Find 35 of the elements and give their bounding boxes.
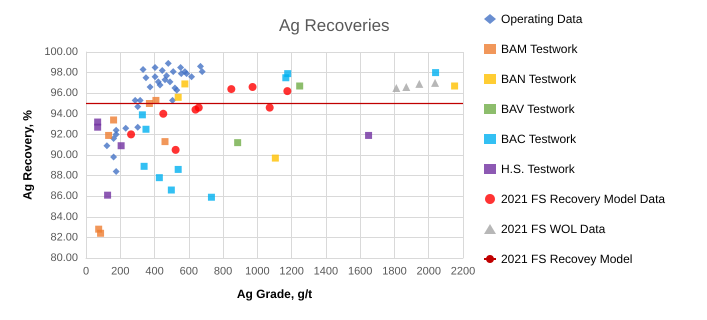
x-tick-label: 600 xyxy=(180,266,198,278)
x-tick-label: 2000 xyxy=(416,266,441,278)
y-tick-label: 100.00 xyxy=(44,46,78,58)
x-tick-label: 1800 xyxy=(382,266,407,278)
x-tick-label: 400 xyxy=(145,266,164,278)
x-axis-title: Ag Grade, g/t xyxy=(236,287,312,301)
x-tick-label: 200 xyxy=(111,266,130,278)
y-tick-label: 90.00 xyxy=(50,149,78,161)
y-tick-label: 96.00 xyxy=(50,87,78,100)
chart-title: Ag Recoveries xyxy=(279,16,390,35)
y-tick-label: 88.00 xyxy=(50,170,78,182)
y-axis-title: Ag Recovery, % xyxy=(20,110,34,200)
x-tick-label: 1200 xyxy=(279,266,304,278)
y-tick-label: 80.00 xyxy=(50,252,78,264)
legend-label: BAV Testwork xyxy=(501,102,576,116)
y-tick-label: 92.00 xyxy=(50,128,78,140)
x-tick-label: 2200 xyxy=(450,266,476,278)
x-tick-label: 1000 xyxy=(245,266,270,278)
y-tick-label: 86.00 xyxy=(50,190,78,202)
legend-label: 2021 FS WOL Data xyxy=(501,222,606,236)
x-tick-label: 0 xyxy=(82,266,90,278)
legend-label: H.S. Testwork xyxy=(501,162,576,176)
legend-label: BAN Testwork xyxy=(501,72,578,86)
x-tick-label: 1600 xyxy=(348,266,372,278)
x-tick-label: 800 xyxy=(214,266,232,278)
y-tick-label: 84.00 xyxy=(50,210,78,223)
legend-label: 2021 FS Recovery Model Data xyxy=(501,192,666,206)
legend-label: Operating Data xyxy=(501,12,583,26)
legend-label: BAC Testwork xyxy=(501,132,578,146)
y-tick-label: 94.00 xyxy=(50,108,78,120)
y-tick-label: 98.00 xyxy=(50,66,78,79)
x-tick-label: 1400 xyxy=(314,266,338,278)
legend-label: BAM Testwork xyxy=(501,42,578,56)
y-tick-label: 82.00 xyxy=(50,231,78,244)
legend-label: 2021 FS Recovey Model xyxy=(501,252,632,266)
